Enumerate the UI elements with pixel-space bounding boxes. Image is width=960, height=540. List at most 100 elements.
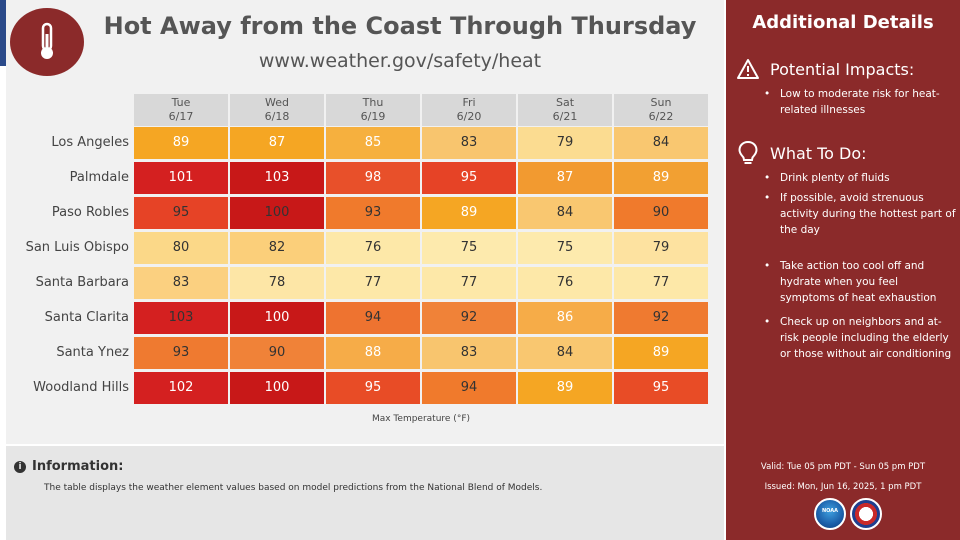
nws-logo[interactable] (850, 498, 882, 530)
todo-list: Drink plenty of fluids If possible, avoi… (764, 170, 956, 362)
thermometer-icon (41, 22, 53, 59)
temperature-cell: 84 (518, 197, 612, 229)
page-title: Hot Away from the Coast Through Thursday (103, 12, 697, 40)
info-heading-label: Information: (32, 459, 124, 474)
temperature-cell: 87 (230, 127, 324, 159)
lightbulb-icon (738, 140, 758, 164)
temperature-cell: 93 (326, 197, 420, 229)
day-header: Sun 6/22 (614, 94, 708, 126)
day-date: 6/21 (552, 110, 578, 123)
temperature-cell: 83 (422, 337, 516, 369)
temperature-cell: 94 (326, 302, 420, 334)
noaa-logo-text: NOAA (821, 508, 839, 514)
temperature-cell: 100 (230, 302, 324, 334)
city-label: San Luis Obispo (25, 240, 129, 255)
temperature-cell: 85 (326, 127, 420, 159)
valid-period: Valid: Tue 05 pm PDT - Sun 05 pm PDT (760, 462, 926, 472)
temperature-cell: 95 (614, 372, 708, 404)
table-caption: Max Temperature (°F) (371, 414, 471, 424)
list-item: Drink plenty of fluids (764, 170, 956, 186)
temperature-cell: 100 (230, 197, 324, 229)
temperature-cell: 92 (614, 302, 708, 334)
temperature-cell: 90 (230, 337, 324, 369)
list-item: Check up on neighbors and at-risk people… (764, 314, 956, 362)
city-label: Santa Clarita (44, 310, 129, 325)
temperature-cell: 78 (230, 267, 324, 299)
temperature-cell: 89 (518, 372, 612, 404)
impacts-list: Low to moderate risk for heat-related il… (764, 86, 956, 118)
city-label: Los Angeles (51, 135, 129, 150)
day-name: Sat (555, 96, 575, 109)
list-item: Low to moderate risk for heat-related il… (764, 86, 956, 118)
sidebar-title: Additional Details (752, 12, 934, 33)
day-name: Sun (650, 96, 672, 109)
warning-icon (737, 59, 759, 79)
day-name: Fri (462, 96, 476, 109)
day-date: 6/22 (648, 110, 674, 123)
temperature-cell: 83 (422, 127, 516, 159)
day-name: Thu (362, 96, 384, 109)
day-header: Thu 6/19 (326, 94, 420, 126)
temperature-cell: 93 (134, 337, 228, 369)
temperature-cell: 76 (326, 232, 420, 264)
temperature-cell: 98 (326, 162, 420, 194)
temperature-cell: 89 (614, 162, 708, 194)
day-date: 6/17 (168, 110, 194, 123)
day-name: Tue (171, 96, 191, 109)
impacts-heading-label: Potential Impacts: (770, 59, 915, 79)
list-item: If possible, avoid strenuous activity du… (764, 190, 956, 238)
todo-heading: What To Do: (736, 140, 867, 166)
temperature-cell: 75 (422, 232, 516, 264)
temperature-cell: 80 (134, 232, 228, 264)
city-label: Paso Robles (51, 205, 129, 220)
temperature-cell: 88 (326, 337, 420, 369)
day-header: Tue 6/17 (134, 94, 228, 126)
temperature-cell: 90 (614, 197, 708, 229)
temperature-cell: 100 (230, 372, 324, 404)
issued-time: Issued: Mon, Jun 16, 2025, 1 pm PDT (764, 482, 922, 492)
temperature-cell: 77 (422, 267, 516, 299)
info-icon: i (14, 460, 26, 473)
todo-heading-label: What To Do: (770, 143, 867, 163)
temperature-cell: 89 (134, 127, 228, 159)
temperature-cell: 77 (614, 267, 708, 299)
temperature-cell: 83 (134, 267, 228, 299)
safety-url[interactable]: www.weather.gov/safety/heat (258, 50, 542, 72)
day-date: 6/20 (456, 110, 482, 123)
temperature-cell: 79 (614, 232, 708, 264)
thermometer-badge (10, 8, 84, 76)
info-heading: i Information: (14, 459, 123, 474)
city-label: Palmdale (69, 170, 129, 185)
temperature-cell: 102 (134, 372, 228, 404)
city-label: Woodland Hills (33, 380, 129, 395)
temperature-cell: 82 (230, 232, 324, 264)
day-date: 6/19 (360, 110, 386, 123)
temperature-cell: 86 (518, 302, 612, 334)
temperature-cell: 103 (134, 302, 228, 334)
temperature-cell: 79 (518, 127, 612, 159)
temperature-cell: 94 (422, 372, 516, 404)
temperature-cell: 75 (518, 232, 612, 264)
day-date: 6/18 (264, 110, 290, 123)
sidebar: Additional Details Potential Impacts: Lo… (726, 0, 960, 540)
noaa-logo[interactable]: NOAA (814, 498, 846, 530)
impacts-heading: Potential Impacts: (736, 58, 914, 80)
temperature-cell: 89 (422, 197, 516, 229)
temperature-cell: 95 (326, 372, 420, 404)
list-item: Take action too cool off and hydrate whe… (764, 258, 956, 306)
info-panel (6, 446, 724, 540)
temperature-cell: 77 (326, 267, 420, 299)
temperature-cell: 89 (614, 337, 708, 369)
temperature-cell: 84 (614, 127, 708, 159)
temperature-cell: 92 (422, 302, 516, 334)
day-header: Wed 6/18 (230, 94, 324, 126)
day-header: Sat 6/21 (518, 94, 612, 126)
day-name: Wed (265, 96, 289, 109)
temperature-cell: 95 (134, 197, 228, 229)
city-label: Santa Ynez (56, 345, 129, 360)
temperature-cell: 101 (134, 162, 228, 194)
info-description: The table displays the weather element v… (44, 483, 543, 493)
temperature-cell: 87 (518, 162, 612, 194)
day-header: Fri 6/20 (422, 94, 516, 126)
temperature-cell: 95 (422, 162, 516, 194)
